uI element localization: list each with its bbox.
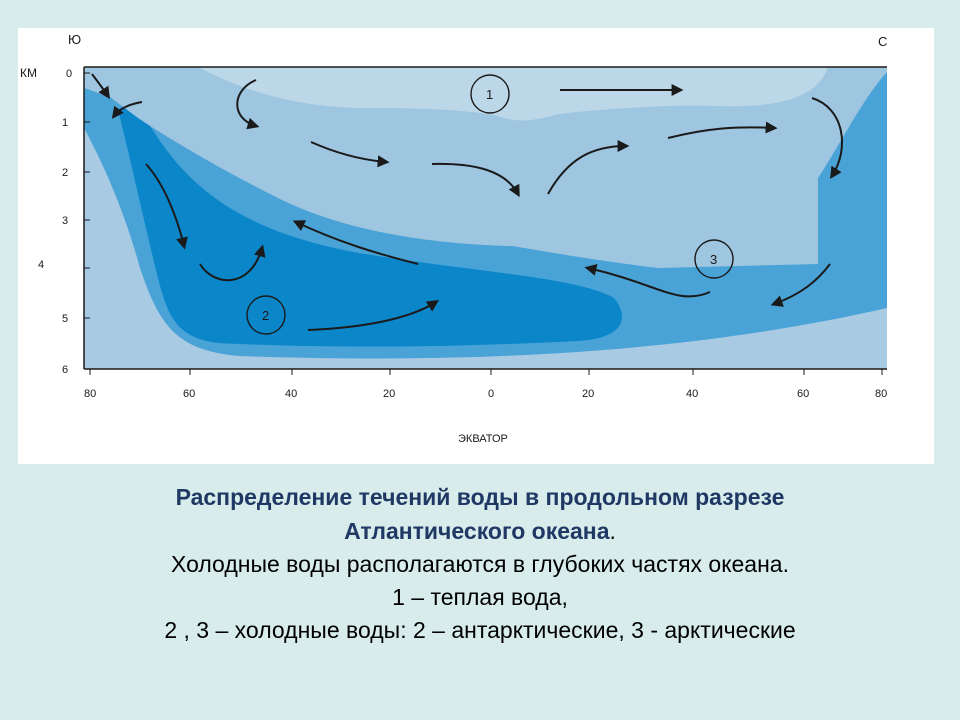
current-arrow xyxy=(111,101,143,119)
lat-tick-label: 40 xyxy=(686,388,698,400)
depth-tick-label: 3 xyxy=(62,215,68,227)
current-arrow xyxy=(547,140,630,195)
depth-tick-label: 4 xyxy=(38,259,44,271)
lat-tick-label: 20 xyxy=(383,388,395,400)
caption-title-ocean: Атлантического океана xyxy=(344,518,610,544)
current-arrow xyxy=(431,162,520,198)
lat-tick-label: 0 xyxy=(488,388,494,400)
antarctic-water-mass xyxy=(118,106,623,347)
water-mass-marker-3: 3 xyxy=(694,239,734,279)
lat-tick-label: 40 xyxy=(285,388,297,400)
water-mass-label: 3 xyxy=(710,252,717,267)
water-mass-label: 1 xyxy=(486,87,493,102)
warm-water-mass xyxy=(84,67,887,247)
depth-tick-label: 0 xyxy=(66,68,72,80)
caption-block: Распределение течений воды в продольном … xyxy=(0,480,960,647)
depth-tick-label: 2 xyxy=(62,167,68,179)
current-arrows xyxy=(91,73,844,331)
current-arrow xyxy=(310,141,390,168)
current-arrow xyxy=(91,73,110,99)
current-arrow xyxy=(307,300,440,331)
depth-tick-label: 1 xyxy=(62,117,68,129)
latitude-ticks xyxy=(89,369,883,375)
current-arrow xyxy=(236,79,260,130)
lat-tick-label: 60 xyxy=(797,388,809,400)
current-arrow xyxy=(584,264,711,298)
south-direction-label: Ю xyxy=(68,32,81,47)
diagram-panel: 0 1 2 3 4 5 6 КМ Ю С 80 60 40 20 0 20 40… xyxy=(18,28,934,464)
north-direction-label: С xyxy=(878,34,887,49)
current-arrow xyxy=(145,163,188,250)
water-mass-marker-2: 2 xyxy=(246,295,286,335)
current-arrow xyxy=(199,244,266,282)
water-mass-label: 2 xyxy=(262,308,269,323)
equator-label: ЭКВАТОР xyxy=(458,433,508,445)
caption-line-legend: 2 , 3 – холодные воды: 2 – антарктически… xyxy=(164,617,796,643)
warm-surface-layer xyxy=(198,67,828,121)
caption-line-cold-water: Холодные воды располагаются в глубоких ч… xyxy=(170,551,789,577)
caption-title-line1: Распределение течений воды в продольном … xyxy=(175,484,785,510)
current-arrow xyxy=(770,263,831,307)
ocean-section-diagram: 0 1 2 3 4 5 6 КМ Ю С 80 60 40 20 0 20 40… xyxy=(20,32,887,445)
lat-tick-label: 20 xyxy=(582,388,594,400)
depth-tick-label: 6 xyxy=(62,364,68,376)
current-arrow xyxy=(292,220,419,265)
caption-line-warm-water: 1 – теплая вода, xyxy=(392,584,568,610)
depth-tick-label: 5 xyxy=(62,313,68,325)
caption-title: Распределение течений воды в продольном … xyxy=(0,480,960,548)
caption-title-dot: . xyxy=(609,518,616,544)
water-mass-marker-1: 1 xyxy=(470,74,510,114)
lat-tick-label: 80 xyxy=(875,388,887,400)
current-arrow xyxy=(811,97,844,180)
current-arrow xyxy=(667,121,778,139)
depth-unit-label: КМ xyxy=(20,66,37,80)
lat-tick-label: 80 xyxy=(84,388,96,400)
caption-title-line2: Атлантического океана. xyxy=(0,514,960,548)
lat-tick-label: 60 xyxy=(183,388,195,400)
bottom-water-layer xyxy=(84,128,887,369)
